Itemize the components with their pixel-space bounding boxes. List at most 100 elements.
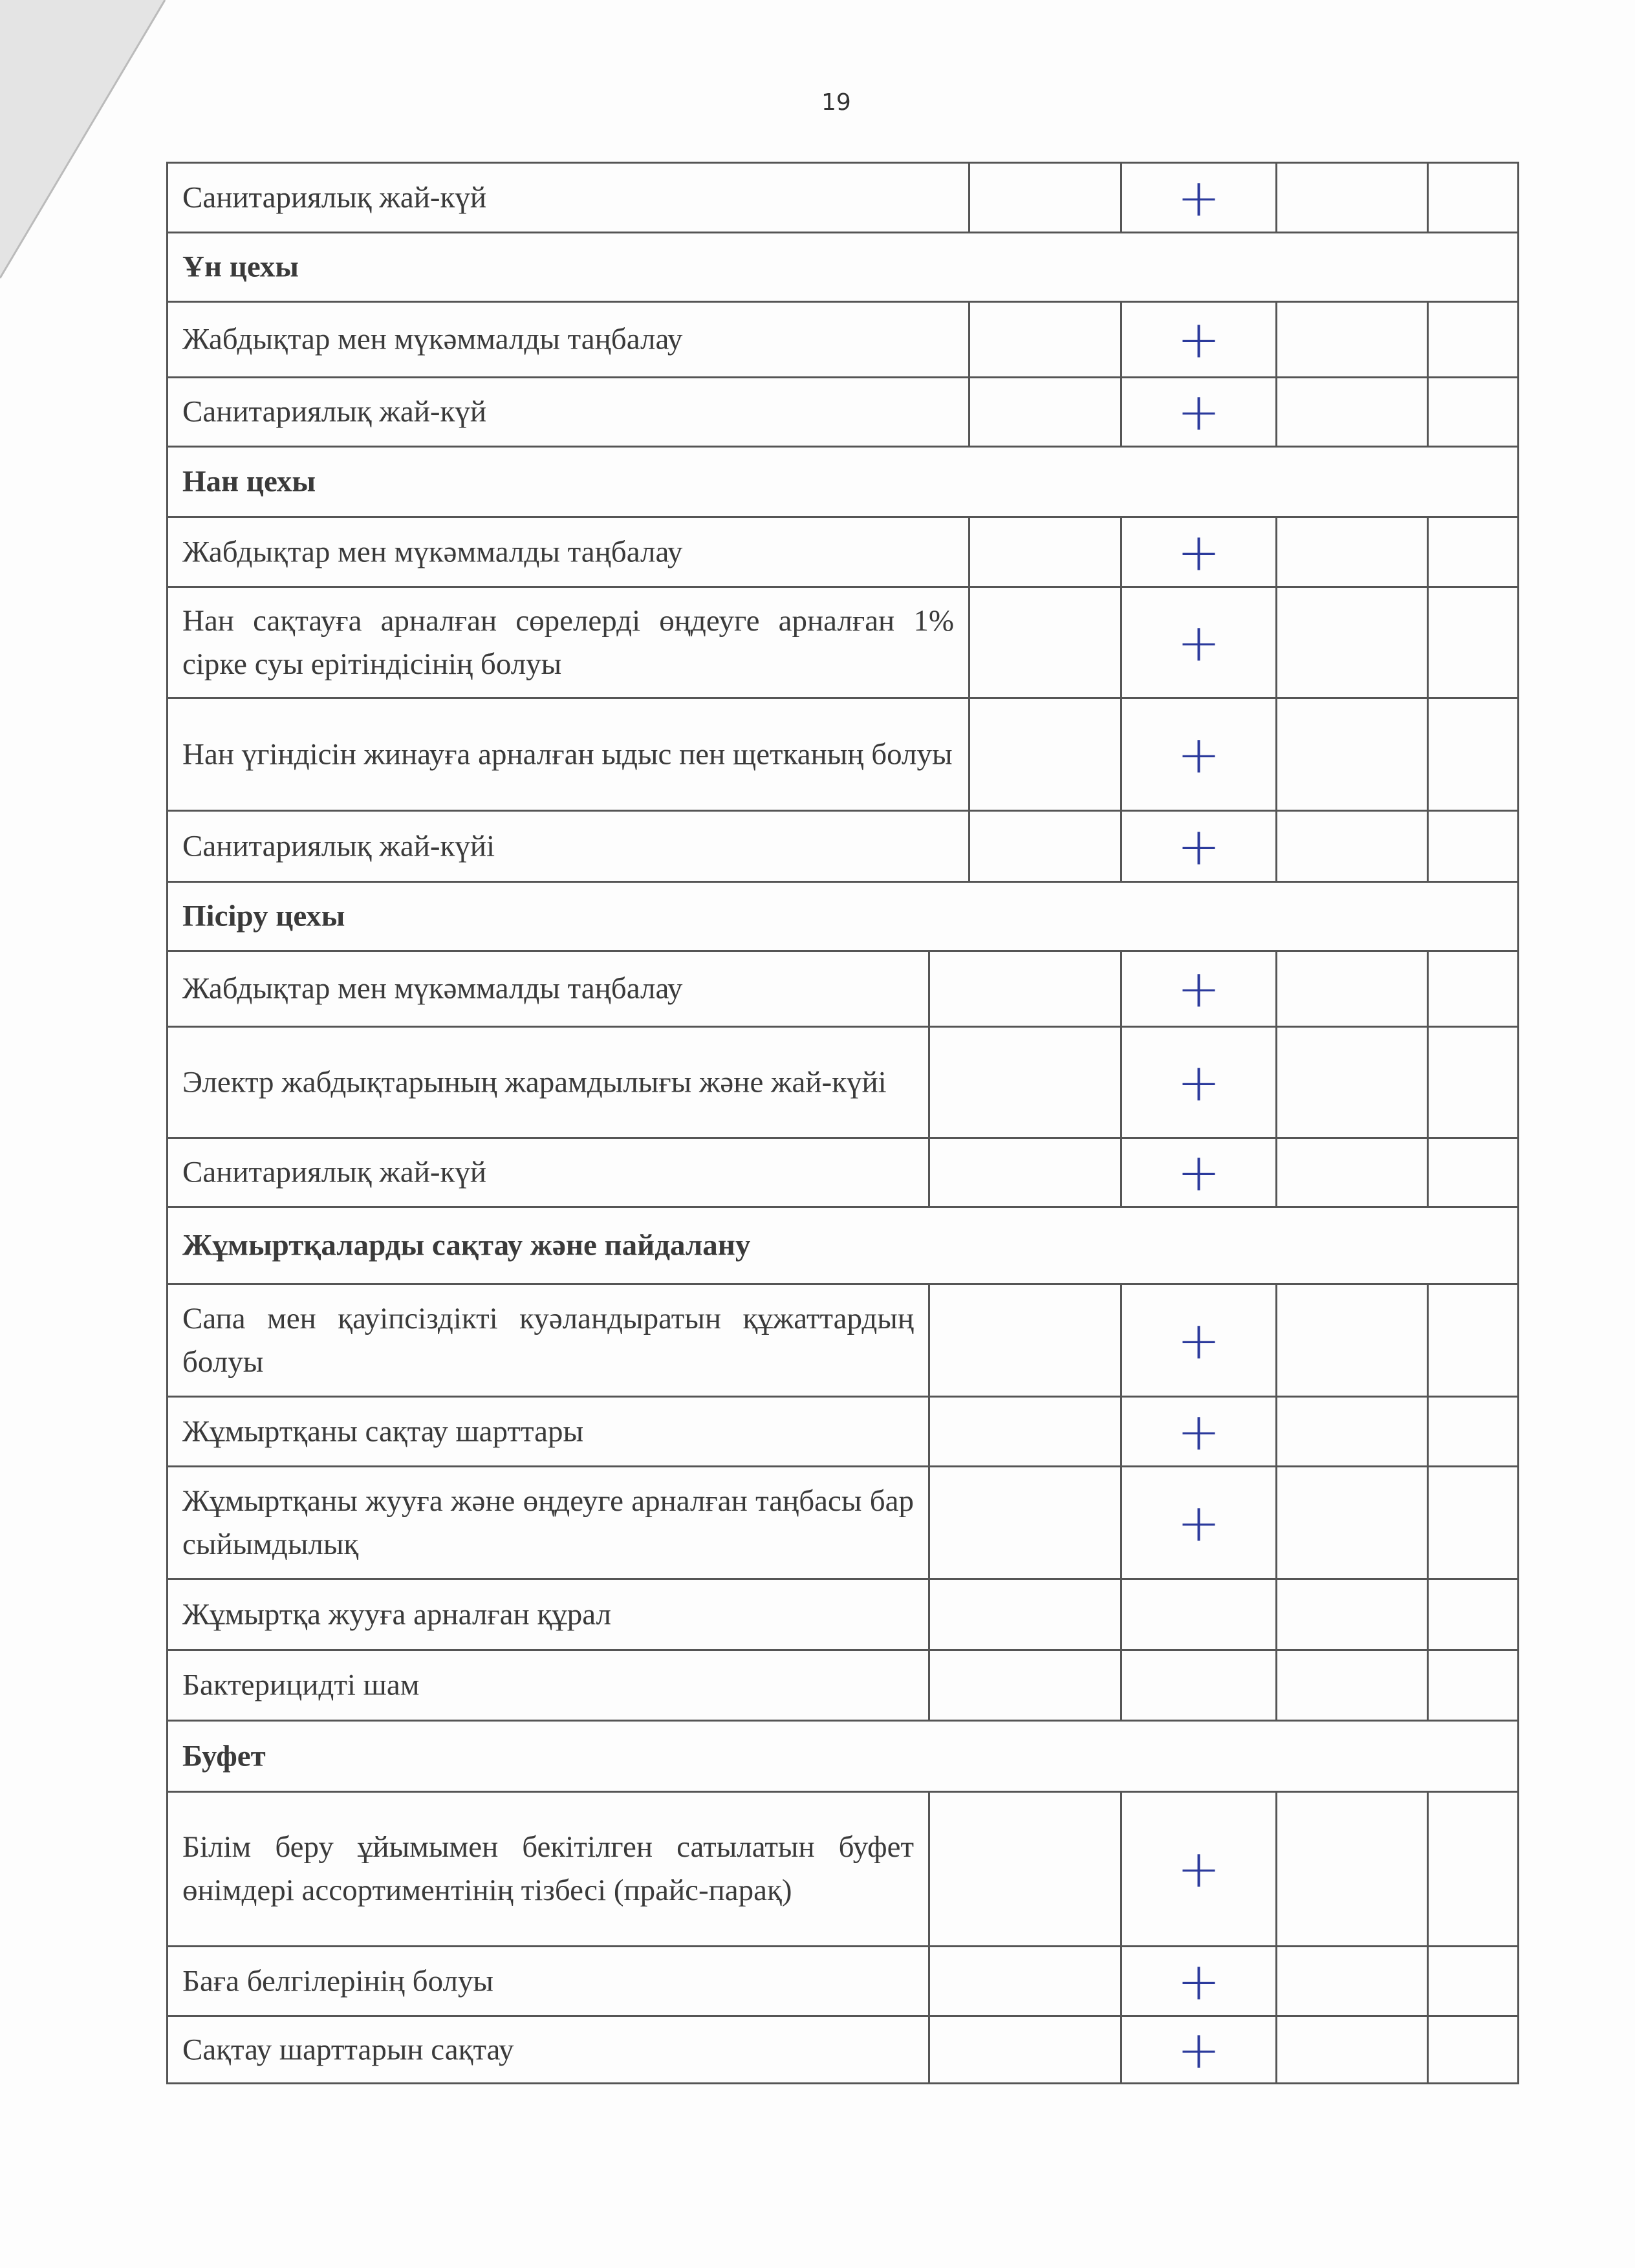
criterion-cell: Жұмыртқа жууға арналған құрал <box>168 1580 928 1649</box>
section-cell: Жұмыртқаларды сақтау және пайдалану <box>168 1208 1521 1283</box>
mark-cell-2: + <box>1120 588 1275 697</box>
mark-cell-1 <box>928 1398 1120 1465</box>
mark-cell-3 <box>1275 588 1427 697</box>
criterion-cell: Жабдықтар мен мүкәммалды таңбалау <box>168 952 928 1026</box>
criterion-cell: Жабдықтар мен мүкәммалды таңбалау <box>168 303 968 376</box>
mark-cell-2 <box>1120 1580 1275 1649</box>
criterion-text: Санитариялық жай-күй <box>182 1155 486 1189</box>
mark-cell-3 <box>1275 952 1427 1026</box>
criterion-text: Электр жабдықтарының жарамдылығы және жа… <box>182 1065 887 1099</box>
table-row: Электр жабдықтарының жарамдылығы және жа… <box>166 1026 1519 1137</box>
mark-cell-4 <box>1427 2017 1517 2082</box>
handwritten-plus-mark: + <box>1176 1401 1221 1462</box>
mark-cell-2: + <box>1120 699 1275 810</box>
mark-cell-3 <box>1275 699 1427 810</box>
mark-cell-2: + <box>1120 1028 1275 1137</box>
mark-cell-1 <box>928 1139 1120 1206</box>
handwritten-plus-mark: + <box>1176 724 1221 784</box>
handwritten-plus-mark: + <box>1176 1310 1221 1370</box>
section-cell: Пісіру цехы <box>168 883 1521 950</box>
mark-cell-3 <box>1275 1285 1427 1396</box>
mark-cell-4 <box>1427 1580 1517 1649</box>
handwritten-plus-mark: + <box>1176 1493 1221 1553</box>
table-row: Жұмыртқа жууға арналған құрал <box>166 1578 1519 1649</box>
section-header-row: Пісіру цехы <box>166 881 1519 950</box>
mark-cell-1 <box>928 1285 1120 1396</box>
mark-cell-2: + <box>1120 2017 1275 2082</box>
mark-cell-1 <box>928 1580 1120 1649</box>
mark-cell-4 <box>1427 1028 1517 1137</box>
criterion-cell: Санитариялық жай-күй <box>168 1139 928 1206</box>
handwritten-plus-mark: + <box>1176 958 1221 1019</box>
section-title: Нан цехы <box>182 464 316 499</box>
mark-cell-4 <box>1427 812 1517 881</box>
table-row: Жабдықтар мен мүкәммалды таңбалау + <box>166 301 1519 376</box>
section-header-row: Жұмыртқаларды сақтау және пайдалану <box>166 1206 1519 1283</box>
mark-cell-1 <box>968 588 1120 697</box>
criterion-cell: Жабдықтар мен мүкәммалды таңбалау <box>168 518 968 586</box>
mark-cell-2: + <box>1120 303 1275 376</box>
mark-cell-4 <box>1427 1947 1517 2015</box>
mark-cell-4 <box>1427 518 1517 586</box>
mark-cell-1 <box>968 164 1120 232</box>
table-row: Сапа мен қауіпсіздікті куәландыратын құж… <box>166 1283 1519 1396</box>
mark-cell-3 <box>1275 812 1427 881</box>
criterion-text: Баға белгілерінің болуы <box>182 1964 493 1998</box>
criterion-text: Санитариялық жай-күй <box>182 394 486 429</box>
mark-cell-1 <box>968 812 1120 881</box>
mark-cell-2 <box>1120 1651 1275 1720</box>
criterion-cell: Білім беру ұйымымен бекітілген сатылатын… <box>168 1793 928 1945</box>
mark-cell-4 <box>1427 1793 1517 1945</box>
handwritten-plus-mark: + <box>1176 2020 1221 2080</box>
mark-cell-3 <box>1275 1580 1427 1649</box>
mark-cell-3 <box>1275 1398 1427 1465</box>
table-row: Санитариялық жай-күйі + <box>166 810 1519 881</box>
mark-cell-2: + <box>1120 518 1275 586</box>
handwritten-plus-mark: + <box>1176 1951 1221 2011</box>
table-row: Санитариялық жай-күй + <box>166 376 1519 446</box>
mark-cell-2: + <box>1120 1285 1275 1396</box>
section-cell: Ұн цехы <box>168 233 1521 301</box>
mark-cell-4 <box>1427 1139 1517 1206</box>
table-row: Жұмыртқаны жууға және өңдеуге арналған т… <box>166 1465 1519 1578</box>
criterion-cell: Баға белгілерінің болуы <box>168 1947 928 2015</box>
handwritten-plus-mark: + <box>1176 612 1221 673</box>
section-title: Ұн цехы <box>182 250 299 284</box>
handwritten-plus-mark: + <box>1176 167 1221 228</box>
criterion-text: Сақтау шарттарын сақтау <box>182 2033 514 2066</box>
mark-cell-2: + <box>1120 1398 1275 1465</box>
criterion-text: Жабдықтар мен мүкәммалды таңбалау <box>182 971 683 1006</box>
handwritten-plus-mark: + <box>1176 816 1221 876</box>
mark-cell-2: + <box>1120 378 1275 446</box>
mark-cell-3 <box>1275 378 1427 446</box>
mark-cell-3 <box>1275 303 1427 376</box>
mark-cell-3 <box>1275 2017 1427 2082</box>
criterion-cell: Электр жабдықтарының жарамдылығы және жа… <box>168 1028 928 1137</box>
criterion-cell: Бактерицидті шам <box>168 1651 928 1720</box>
criterion-cell: Санитариялық жай-күй <box>168 164 968 232</box>
scan-folded-corner <box>0 0 166 279</box>
mark-cell-2: + <box>1120 1947 1275 2015</box>
section-header-row: Буфет <box>166 1720 1519 1791</box>
criterion-cell: Жұмыртқаны сақтау шарттары <box>168 1398 928 1465</box>
handwritten-plus-mark: + <box>1176 382 1221 442</box>
table-row: Сақтау шарттарын сақтау + <box>166 2015 1519 2084</box>
mark-cell-1 <box>928 1028 1120 1137</box>
mark-cell-2: + <box>1120 1139 1275 1206</box>
table-row: Нан үгіндісін жинауға арналған ыдыс пен … <box>166 697 1519 810</box>
section-title: Пісіру цехы <box>182 899 345 933</box>
mark-cell-1 <box>928 1947 1120 2015</box>
mark-cell-3 <box>1275 1467 1427 1578</box>
mark-cell-4 <box>1427 588 1517 697</box>
criterion-cell: Сапа мен қауіпсіздікті куәландыратын құж… <box>168 1285 928 1396</box>
criterion-text: Білім беру ұйымымен бекітілген сатылатын… <box>182 1830 914 1907</box>
mark-cell-2: + <box>1120 952 1275 1026</box>
mark-cell-3 <box>1275 1028 1427 1137</box>
table-row: Жабдықтар мен мүкәммалды таңбалау + <box>166 516 1519 586</box>
criterion-cell: Санитариялық жай-күйі <box>168 812 968 881</box>
mark-cell-1 <box>968 378 1120 446</box>
mark-cell-4 <box>1427 699 1517 810</box>
table-row: Баға белгілерінің болуы + <box>166 1945 1519 2015</box>
criterion-text: Жұмыртқаны сақтау шарттары <box>182 1414 584 1448</box>
criterion-text: Жабдықтар мен мүкәммалды таңбалау <box>182 322 683 356</box>
